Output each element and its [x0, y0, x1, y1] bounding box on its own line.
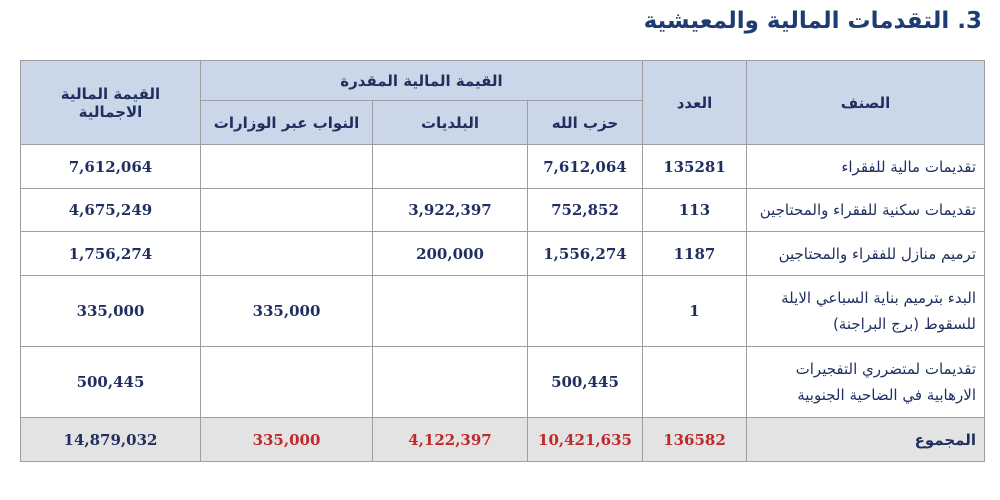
row-deputies: [200, 144, 373, 189]
header-party: حزب الله: [527, 100, 643, 145]
row-category: تقديمات مالية للفقراء: [746, 144, 985, 189]
row-party: 500,445: [527, 346, 643, 418]
table-row: تقديمات لمتضرري التفجيرات الارهابية في ا…: [20, 346, 985, 418]
header-total-value: القيمة المالية الاجمالية: [20, 60, 201, 145]
table-row: تقديمات سكنية للفقراء والمحتاجين 113 752…: [20, 188, 985, 232]
row-category: تقديمات سكنية للفقراء والمحتاجين: [746, 188, 985, 232]
row-deputies: [200, 346, 373, 418]
header-category: الصنف: [746, 60, 985, 145]
totals-label: المجموع: [746, 417, 985, 462]
header-municipalities: البلديات: [372, 100, 528, 145]
table-row: ترميم منازل للفقراء والمحتاجين 1187 1,55…: [20, 231, 985, 276]
totals-count: 136582: [642, 417, 747, 462]
row-category: تقديمات لمتضرري التفجيرات الارهابية في ا…: [746, 346, 985, 418]
row-municipalities: [372, 144, 528, 189]
table-row: تقديمات مالية للفقراء 135281 7,612,064 7…: [20, 144, 985, 189]
row-total: 7,612,064: [20, 144, 201, 189]
row-party: 752,852: [527, 188, 643, 232]
financial-aid-table: الصنف العدد القيمة المالية المقدرة القيم…: [20, 60, 985, 462]
table-row: البدء بترميم بناية السباعي الايلة للسقوط…: [20, 275, 985, 347]
row-deputies: [200, 188, 373, 232]
header-estimated-value: القيمة المالية المقدرة: [200, 60, 643, 101]
row-count: [642, 346, 747, 418]
row-total: 335,000: [20, 275, 201, 347]
page-title: 3. التقدمات المالية والمعيشية: [643, 8, 982, 34]
row-party: 7,612,064: [527, 144, 643, 189]
row-total: 4,675,249: [20, 188, 201, 232]
totals-party: 10,421,635: [527, 417, 643, 462]
row-total: 500,445: [20, 346, 201, 418]
totals-total: 14,879,032: [20, 417, 201, 462]
row-count: 113: [642, 188, 747, 232]
row-count: 135281: [642, 144, 747, 189]
row-party: [527, 275, 643, 347]
row-party: 1,556,274: [527, 231, 643, 276]
row-municipalities: [372, 346, 528, 418]
header-count: العدد: [642, 60, 747, 145]
row-municipalities: 200,000: [372, 231, 528, 276]
totals-row: المجموع 136582 10,421,635 4,122,397 335,…: [20, 417, 985, 462]
row-category: البدء بترميم بناية السباعي الايلة للسقوط…: [746, 275, 985, 347]
row-category: ترميم منازل للفقراء والمحتاجين: [746, 231, 985, 276]
row-total: 1,756,274: [20, 231, 201, 276]
row-count: 1: [642, 275, 747, 347]
totals-municipalities: 4,122,397: [372, 417, 528, 462]
totals-deputies: 335,000: [200, 417, 373, 462]
row-deputies: [200, 231, 373, 276]
row-municipalities: 3,922,397: [372, 188, 528, 232]
row-municipalities: [372, 275, 528, 347]
header-deputies: النواب عبر الوزارات: [200, 100, 373, 145]
row-count: 1187: [642, 231, 747, 276]
row-deputies: 335,000: [200, 275, 373, 347]
